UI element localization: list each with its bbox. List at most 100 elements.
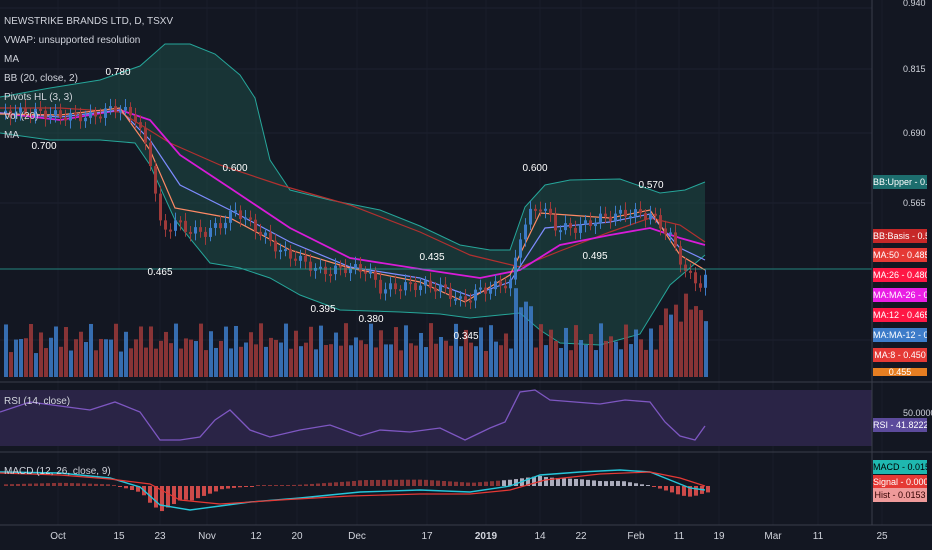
date-label: 14 (534, 531, 546, 542)
volume-bar (304, 342, 308, 377)
candle-body (244, 217, 247, 220)
candle-body (324, 266, 327, 275)
candle-body (479, 287, 482, 290)
bollinger-upper-line (0, 43, 706, 251)
volume-bar (104, 339, 108, 377)
volume-bar (264, 346, 268, 377)
indicator-pivots[interactable]: Pivots HL (3, 3) (4, 92, 73, 103)
candle-body (24, 107, 27, 115)
volume-bar (414, 345, 418, 377)
volume-bar (369, 323, 373, 377)
volume-bar (659, 325, 663, 377)
volume-bar (254, 344, 258, 377)
volume-bar (284, 323, 288, 377)
macd-label[interactable]: MACD (12, 26, close, 9) (4, 466, 111, 477)
volume-bar (564, 327, 568, 377)
rsi-tag: RSI - 41.8222 (873, 418, 927, 432)
indicator-bb[interactable]: BB (20, close, 2) (4, 73, 78, 84)
volume-bar (259, 323, 263, 377)
candle-body (29, 114, 32, 117)
macd-hist-bar (514, 479, 518, 486)
indicator-vwap[interactable]: VWAP: unsupported resolution (4, 35, 141, 46)
indicator-ma1[interactable]: MA (4, 54, 19, 65)
price-tag-ma8: MA:8 - 0.450 (873, 348, 927, 362)
candle-body (604, 213, 607, 217)
macd-hist-bar (166, 486, 170, 508)
price-tag-ma50: MA:50 - 0.485 (873, 248, 927, 262)
pivot-label: 0.395 (310, 304, 336, 315)
candle-body (199, 227, 202, 232)
price-tag-ma-12: MA:MA-12 - 0.465 (873, 328, 927, 342)
volume-bar (199, 323, 203, 377)
volume-bar (54, 326, 58, 377)
pivot-label: 0.600 (522, 163, 548, 174)
candle-body (284, 249, 287, 252)
macd-hist-bar (610, 481, 614, 486)
macd-hist-bar (466, 482, 470, 486)
macd-hist-bar (526, 477, 530, 486)
volume-bar (194, 341, 198, 377)
macd-hist-bar (664, 486, 668, 491)
volume-bar (189, 339, 193, 377)
date-label: 12 (250, 531, 262, 542)
volume-bar (454, 323, 458, 377)
macd-hist-bar (154, 486, 158, 508)
volume-bar (704, 321, 708, 377)
volume-bar (279, 342, 283, 377)
date-label: 11 (673, 531, 685, 542)
ma50-line (0, 107, 706, 268)
candle-body (584, 220, 587, 225)
volume-bar (4, 324, 8, 377)
volume-bar (339, 345, 343, 377)
candle-body (699, 283, 702, 288)
candle-body (39, 108, 42, 111)
volume-bar (614, 341, 618, 377)
candle-body (489, 289, 492, 294)
price-tag-close: 0.455 (873, 368, 927, 376)
candle-body (139, 122, 142, 128)
volume-bar (344, 323, 348, 377)
candle-body (179, 220, 182, 223)
candle-body (19, 107, 22, 113)
symbol-title[interactable]: NEWSTRIKE BRANDS LTD, D, TSXV (4, 16, 174, 27)
candle-body (549, 208, 552, 215)
volume-bar (479, 327, 483, 377)
macd-hist-bar (550, 477, 554, 486)
candle-body (469, 300, 472, 303)
macd-hist-bar (670, 486, 674, 493)
volume-bar (594, 350, 598, 377)
macd-hist-bar (532, 476, 536, 486)
candle-body (414, 283, 417, 291)
candle-body (669, 232, 672, 235)
macd-hist-bar (448, 481, 452, 486)
macd-hist-bar (358, 480, 362, 486)
volume-bar (449, 345, 453, 377)
volume-bar (154, 348, 158, 377)
candle-body (404, 282, 407, 291)
rsi-label[interactable]: RSI (14, close) (4, 396, 71, 407)
price-tag-ma12: MA:12 - 0.465 (873, 308, 927, 322)
macd-hist-bar (94, 483, 98, 486)
volume-bar (149, 326, 153, 377)
candle-body (69, 112, 72, 121)
volume-bar (134, 339, 138, 377)
volume-bar (39, 332, 43, 377)
candle-body (609, 216, 612, 222)
macd-hist-bar (412, 479, 416, 486)
volume-bar (24, 338, 28, 377)
candle-body (99, 116, 102, 119)
volume-bar (109, 339, 113, 377)
macd-hist-bar (604, 481, 608, 486)
macd-hist-bar (310, 483, 314, 486)
indicator-vol[interactable]: Vol (20) (4, 111, 39, 122)
indicator-ma2[interactable]: MA (4, 130, 19, 141)
macd-hist-bar (478, 482, 482, 486)
macd-hist-bar (4, 484, 8, 486)
candle-body (154, 166, 157, 194)
macd-hist-bar (382, 479, 386, 486)
candle-body (344, 267, 347, 274)
candle-body (94, 111, 97, 117)
volume-bar (9, 352, 13, 377)
volume-bar (79, 331, 83, 377)
